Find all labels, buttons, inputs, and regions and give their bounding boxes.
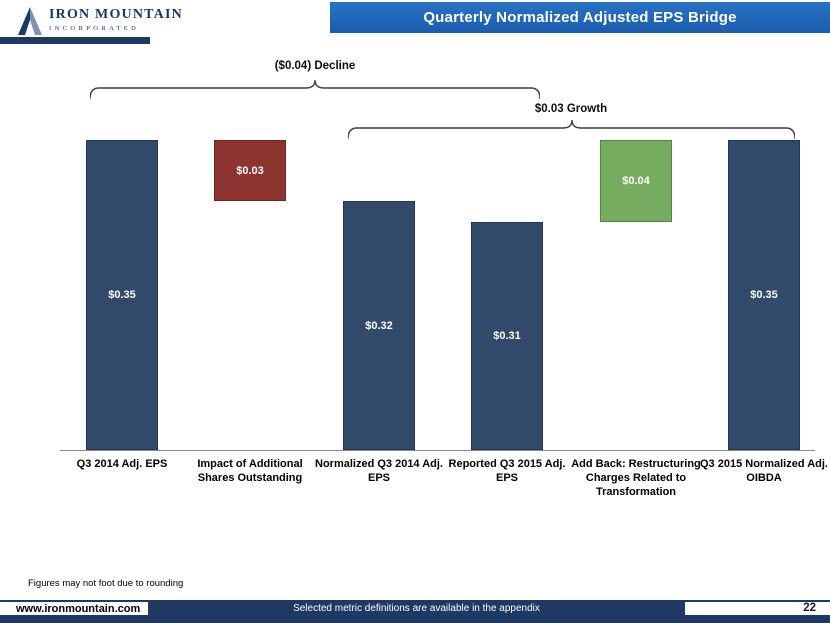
- logo-line1: IRON MOUNTAIN: [49, 7, 183, 22]
- decline-annotation: ($0.04) Decline: [274, 60, 356, 72]
- waterfall-bar-6: $0.35: [728, 140, 800, 450]
- waterfall-bar-3: $0.32: [343, 201, 415, 450]
- footer-note-text: Selected metric definitions are availabl…: [293, 603, 540, 614]
- bar-value-label: $0.35: [108, 289, 136, 302]
- decline-bracket: [90, 80, 540, 100]
- category-label: Reported Q3 2015 Adj. EPS: [448, 458, 566, 484]
- bar-value-label: $0.35: [750, 289, 778, 302]
- bar-value-label: $0.03: [236, 164, 264, 177]
- waterfall-bar-4: $0.31: [471, 221, 543, 450]
- page-title: Quarterly Normalized Adjusted EPS Bridge: [423, 9, 737, 26]
- waterfall-bar-1: $0.35: [86, 140, 158, 450]
- category-label: Q3 2015 Normalized Adj. OIBDA: [700, 458, 828, 484]
- slide-title-bar: Quarterly Normalized Adjusted EPS Bridge: [330, 2, 830, 33]
- logo-line2: INCORPORATED: [49, 25, 140, 32]
- footer-url: www.ironmountain.com: [16, 603, 141, 615]
- category-label: Impact of Additional Shares Outstanding: [197, 458, 303, 484]
- rounding-footnote: Figures may not foot due to rounding: [28, 578, 184, 589]
- chart-baseline: [60, 450, 815, 451]
- logo-wordmark: IRON MOUNTAIN INCORPORATED: [49, 7, 183, 32]
- category-label: Normalized Q3 2014 Adj. EPS: [315, 458, 443, 484]
- growth-annotation: $0.03 Growth: [534, 103, 608, 115]
- growth-bracket: [348, 120, 795, 140]
- waterfall-bar-5: $0.04: [600, 140, 672, 222]
- bar-value-label: $0.31: [493, 329, 521, 342]
- category-label: Q3 2014 Adj. EPS: [76, 458, 168, 470]
- category-label: Add Back: Restructuring Charges Related …: [571, 458, 701, 498]
- footer-bottom-bar: [0, 615, 830, 623]
- footer-note-bar: Selected metric definitions are availabl…: [148, 602, 685, 615]
- footer-divider: [0, 600, 830, 602]
- logo-underline-bar: [0, 37, 150, 44]
- bar-value-label: $0.32: [365, 319, 393, 332]
- waterfall-bar-2: $0.03: [214, 140, 286, 202]
- mountain-logo-icon: [18, 7, 42, 35]
- page-number: 22: [803, 602, 816, 614]
- iron-mountain-logo: IRON MOUNTAIN INCORPORATED: [18, 7, 183, 35]
- bar-value-label: $0.04: [622, 174, 650, 187]
